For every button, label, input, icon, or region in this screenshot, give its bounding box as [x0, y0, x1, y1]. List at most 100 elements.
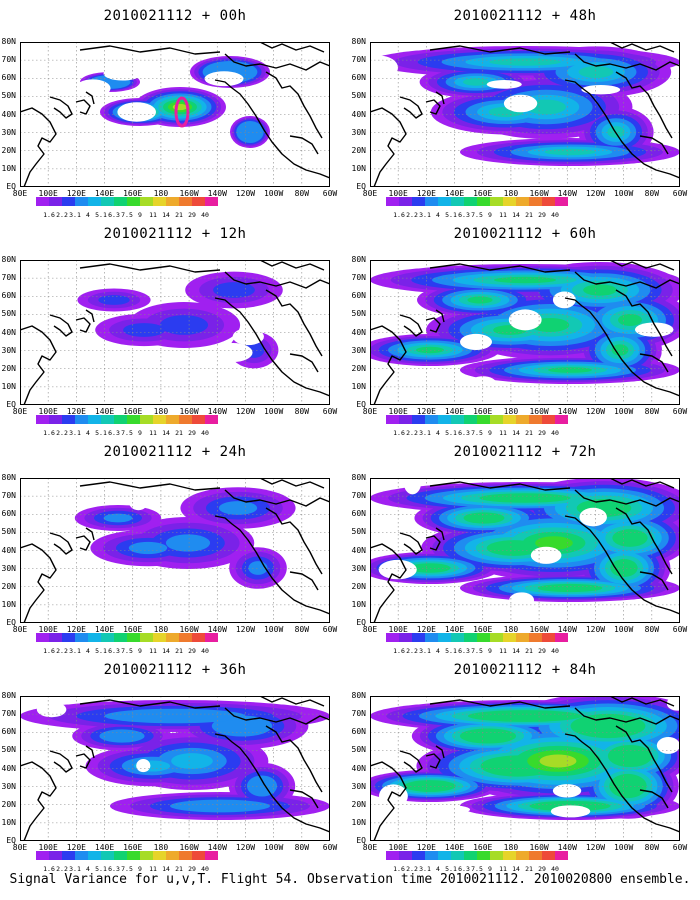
longitude-label: 100W [263, 189, 284, 198]
colorbar-label: 40 [551, 865, 559, 873]
coastline [85, 309, 95, 323]
latitude-label: 70N [1, 491, 16, 501]
colorbar-label: 3.1 [419, 865, 431, 873]
latitude-label: 50N [1, 745, 16, 755]
colorbar-swatch [412, 197, 425, 206]
colorbar-swatch [503, 633, 516, 642]
colorbar-swatch [62, 415, 75, 424]
variance-contour [612, 529, 648, 547]
colorbar-label: 1.6 [43, 865, 55, 873]
latitude-label: 20N [351, 145, 366, 155]
coastline [609, 260, 675, 271]
longitude-label: 160E [473, 189, 493, 198]
colorbar-label: 1.6 [393, 647, 405, 655]
coastline [370, 325, 407, 405]
longitude-label: 140W [207, 843, 227, 852]
colorbar-swatch [542, 851, 555, 860]
coastline [20, 107, 57, 187]
colorbar-swatch [438, 197, 451, 206]
colorbar-label: 14 [162, 429, 170, 437]
latitude-label: 30N [351, 345, 366, 355]
longitude-label: 180 [153, 407, 169, 416]
latitude-label: 10N [351, 381, 366, 391]
blank-region [558, 611, 586, 621]
colorbar-swatch [386, 851, 399, 860]
blank-region [370, 99, 386, 109]
colorbar-swatch [425, 633, 438, 642]
colorbar-label: 9 [138, 429, 142, 437]
colorbar-swatch [205, 633, 218, 642]
longitude-label: 80W [294, 843, 310, 852]
variance-contour [570, 713, 646, 739]
colorbar-swatch [503, 415, 516, 424]
panel-title: 2010021112 + 72h [453, 444, 597, 460]
latitude-label: EQ [6, 182, 16, 191]
colorbar-label: 4 [436, 647, 440, 655]
colorbar-swatch [490, 851, 503, 860]
coastline [20, 543, 57, 623]
colorbar-swatch [101, 415, 114, 424]
latitude-label: 30N [351, 781, 366, 791]
colorbar-swatch [425, 851, 438, 860]
colorbar-swatch [542, 633, 555, 642]
latitude-label: 80N [351, 37, 366, 46]
coastline [75, 753, 91, 769]
latitude-label: 10N [351, 599, 366, 609]
coastline [85, 745, 95, 759]
coastline [214, 733, 330, 833]
variance-contour [103, 513, 133, 523]
colorbar-label: 1.6 [393, 211, 405, 219]
longitude-label: 160E [473, 843, 493, 852]
colorbar-swatch [386, 197, 399, 206]
map-svg [370, 42, 680, 187]
variance-contour [578, 66, 614, 78]
colorbar [386, 197, 568, 207]
colorbar-swatch [88, 415, 101, 424]
colorbar-label: 3.1 [419, 429, 431, 437]
colorbar-swatch [555, 633, 568, 642]
latitude-label: 10N [351, 163, 366, 173]
coastline [429, 481, 571, 491]
colorbar-label: 7.5 [121, 865, 133, 873]
colorbar-swatch [503, 197, 516, 206]
coastline [564, 79, 680, 179]
observation-track [174, 96, 190, 128]
colorbar-swatch [140, 415, 153, 424]
panel-title: 2010021112 + 84h [453, 662, 597, 678]
latitude-label: 20N [351, 581, 366, 591]
latitude-label: 60N [1, 509, 16, 519]
colorbar-label: 9 [488, 865, 492, 873]
latitude-label: EQ [6, 836, 16, 845]
coastline [49, 532, 73, 555]
colorbar-swatch [399, 633, 412, 642]
longitude-label: 100E [38, 843, 58, 852]
colorbar-swatch [542, 415, 555, 424]
longitude-label: 80E [12, 407, 28, 416]
coastline [289, 571, 319, 591]
longitude-label: 80E [12, 843, 28, 852]
coastline [75, 535, 91, 551]
coastline [265, 289, 323, 357]
colorbar-label: 29 [188, 865, 196, 873]
colorbar-label: 5.1 [445, 211, 457, 219]
map-svg [20, 42, 330, 187]
colorbar-swatch [62, 197, 75, 206]
variance-contour [535, 536, 573, 550]
longitude-label: 140E [444, 625, 465, 634]
colorbar-label: 7.5 [471, 211, 483, 219]
variance-contour [409, 563, 451, 573]
coastline [429, 263, 571, 273]
longitude-label: 80W [294, 407, 310, 416]
map-panel: 2010021112 + 36h 80N 70N 60N 50N 40N 30N 20N 10N… [0, 654, 350, 879]
colorbar-swatch [451, 851, 464, 860]
blank-region [75, 79, 111, 98]
latitude-label: 50N [1, 91, 16, 101]
colorbar-swatch [127, 197, 140, 206]
blank-region [204, 71, 244, 87]
coastline [435, 309, 445, 323]
colorbar-label: 1.6 [43, 211, 55, 219]
variance-contour [165, 534, 211, 552]
longitude-label: 160E [473, 407, 493, 416]
colorbar-label: 2.2 [406, 647, 418, 655]
colorbar-label: 29 [538, 647, 546, 655]
